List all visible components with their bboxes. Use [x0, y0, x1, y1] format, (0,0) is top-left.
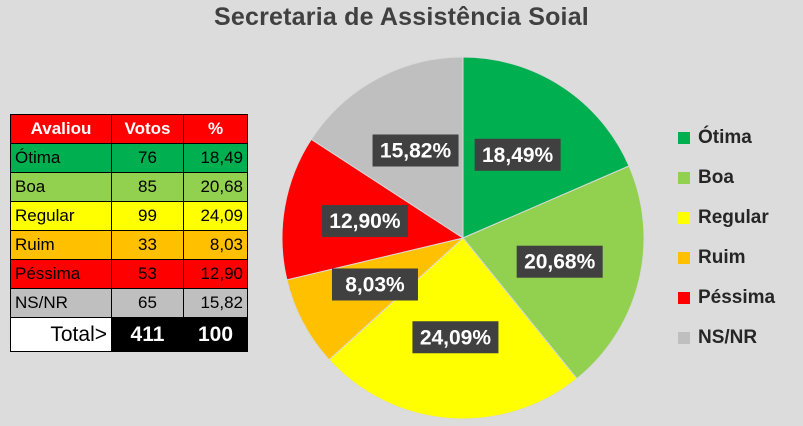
legend-label: Ruim	[698, 247, 746, 268]
row-percent: 15,82	[183, 288, 248, 318]
table-header-row: Avaliou Votos %	[10, 114, 248, 144]
data-label: 20,68%	[516, 245, 603, 278]
data-label: 8,03%	[331, 268, 418, 301]
data-label-background	[331, 268, 418, 301]
legend-label: Boa	[698, 167, 734, 188]
row-label: Boa	[10, 172, 112, 202]
table-row: Ruim 33 8,03	[10, 230, 248, 260]
total-label: Total>	[10, 317, 112, 352]
row-votes: 76	[111, 143, 184, 173]
data-label-text: 24,09%	[420, 326, 492, 349]
data-label-text: 15,82%	[380, 139, 452, 162]
row-votes: 85	[111, 172, 184, 202]
row-votes: 65	[111, 288, 184, 318]
row-label: Péssima	[10, 259, 112, 289]
total-percent: 100	[183, 317, 248, 352]
header-votos: Votos	[111, 114, 184, 144]
row-percent: 18,49	[183, 143, 248, 173]
row-label: Ruim	[10, 230, 112, 260]
data-label: 24,09%	[412, 321, 499, 354]
header-avaliou: Avaliou	[10, 114, 112, 144]
legend-item: NS/NR	[678, 318, 798, 358]
header-percent: %	[183, 114, 248, 144]
row-percent: 20,68	[183, 172, 248, 202]
data-label-background	[372, 134, 459, 167]
legend-label: Ótima	[698, 127, 752, 148]
legend-item: Ótima	[678, 118, 798, 158]
legend-swatch	[678, 292, 690, 304]
table-total-row: Total> 411 100	[10, 317, 248, 352]
data-label: 12,90%	[321, 204, 408, 237]
pie-chart: 18,49% 20,68% 24,09% 8,03% 12,90% 15,82%	[281, 56, 645, 420]
row-votes: 53	[111, 259, 184, 289]
table-row: NS/NR 65 15,82	[10, 288, 248, 318]
row-votes: 33	[111, 230, 184, 260]
row-percent: 12,90	[183, 259, 248, 289]
votes-table: Avaliou Votos % Ótima 76 18,49 Boa 85 20,68 Re…	[10, 114, 248, 352]
row-label: NS/NR	[10, 288, 112, 318]
table-row: Péssima 53 12,90	[10, 259, 248, 289]
chart-legend: Ótima Boa Regular Ruim Péssima NS/NR	[678, 118, 798, 358]
data-label-background	[412, 321, 499, 354]
data-label-text: 12,90%	[329, 210, 401, 233]
legend-swatch	[678, 212, 690, 224]
legend-item: Péssima	[678, 278, 798, 318]
legend-item: Regular	[678, 198, 798, 238]
data-label-background	[516, 245, 603, 278]
table-row: Boa 85 20,68	[10, 172, 248, 202]
legend-label: NS/NR	[698, 327, 758, 348]
row-label: Ótima	[10, 143, 112, 173]
legend-label: Péssima	[698, 287, 776, 308]
data-label-text: 8,03%	[345, 273, 405, 296]
legend-swatch	[678, 252, 690, 264]
legend-swatch	[678, 332, 690, 344]
row-percent: 8,03	[183, 230, 248, 260]
total-votes: 411	[111, 317, 184, 352]
legend-swatch	[678, 132, 690, 144]
data-label: 15,82%	[372, 134, 459, 167]
data-label-text: 18,49%	[482, 144, 554, 167]
table-row: Ótima 76 18,49	[10, 143, 248, 173]
row-label: Regular	[10, 201, 112, 231]
legend-item: Boa	[678, 158, 798, 198]
row-percent: 24,09	[183, 201, 248, 231]
table-row: Regular 99 24,09	[10, 201, 248, 231]
data-label-background	[321, 204, 408, 237]
row-votes: 99	[111, 201, 184, 231]
chart-title: Secretaria de Assistência Soial	[214, 3, 589, 31]
legend-label: Regular	[698, 207, 769, 228]
data-label: 18,49%	[474, 138, 561, 171]
legend-swatch	[678, 172, 690, 184]
data-label-text: 20,68%	[524, 251, 596, 274]
data-label-background	[474, 138, 561, 171]
legend-item: Ruim	[678, 238, 798, 278]
